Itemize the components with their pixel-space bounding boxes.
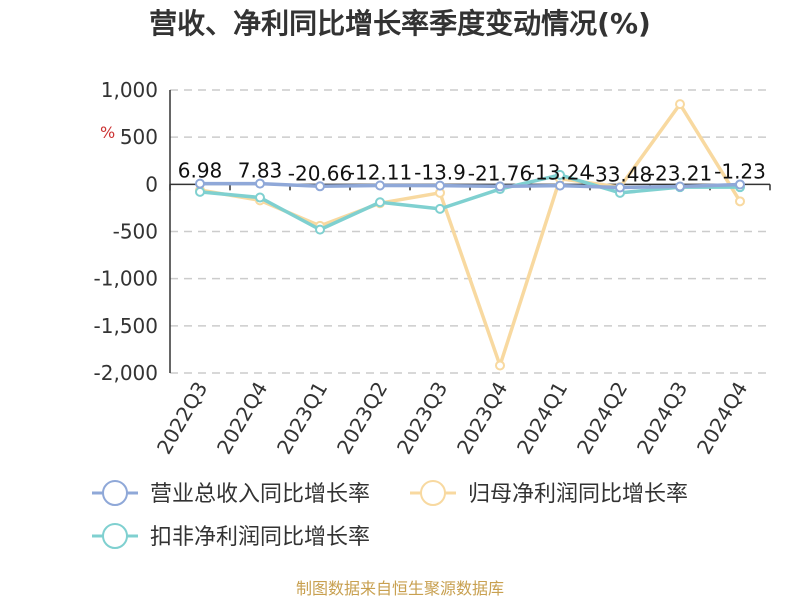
x-tick-label: 2024Q2 xyxy=(572,378,632,459)
data-point xyxy=(675,99,685,110)
data-point xyxy=(375,180,385,191)
data-point xyxy=(555,169,565,180)
y-tick-label: -2,000 xyxy=(94,361,158,385)
data-point xyxy=(675,181,685,192)
data-point xyxy=(375,197,385,208)
legend-label: 扣非净利润同比增长率 xyxy=(150,525,370,550)
data-label: -12.11 xyxy=(348,160,412,184)
series-line xyxy=(199,173,740,232)
y-axis-unit: % xyxy=(100,123,115,142)
legend-item[interactable]: 归母净利润同比增长率 xyxy=(410,480,688,507)
data-point xyxy=(495,360,505,371)
y-tick-label: -500 xyxy=(113,220,158,244)
legend-item[interactable]: 扣非净利润同比增长率 xyxy=(92,523,370,550)
data-label: 6.98 xyxy=(178,159,223,183)
data-point xyxy=(735,196,745,207)
source-note: 制图数据来自恒生聚源数据库 xyxy=(296,579,504,598)
data-point xyxy=(315,224,325,235)
x-tick-label: 2023Q1 xyxy=(272,378,332,459)
data-point xyxy=(195,178,205,189)
data-point xyxy=(255,178,265,189)
data-label: -13.9 xyxy=(414,161,466,185)
y-tick-label: -1,500 xyxy=(94,314,158,338)
x-tick-label: 2024Q4 xyxy=(692,378,752,459)
x-tick-label: 2024Q3 xyxy=(632,378,692,459)
y-tick-label: 0 xyxy=(145,172,158,196)
data-point xyxy=(615,182,625,193)
data-label: -21.76 xyxy=(468,161,532,185)
data-label: -33.48 xyxy=(588,162,652,186)
data-label: 7.83 xyxy=(238,159,283,183)
y-tick-label: 500 xyxy=(120,125,158,149)
data-label: -13.24 xyxy=(528,161,592,185)
data-point xyxy=(255,192,265,203)
data-label: -23.21 xyxy=(648,162,712,186)
x-tick-label: 2024Q1 xyxy=(512,378,572,459)
legend-label: 营业总收入同比增长率 xyxy=(150,482,370,507)
x-tick-label: 2023Q2 xyxy=(332,378,392,459)
y-tick-label: -1,000 xyxy=(94,267,158,291)
data-point xyxy=(315,181,325,192)
data-point xyxy=(555,180,565,191)
x-tick-label: 2023Q4 xyxy=(452,378,512,459)
series-lines xyxy=(195,99,745,371)
data-label: -20.66 xyxy=(288,161,352,185)
data-labels: 6.98 7.83 -20.66-12.11 -13.9 -21.76-13.24-33… xyxy=(178,159,766,187)
x-tick-labels: 2022Q3 2022Q4 2023Q1 2023Q2 2023Q3 2023Q4 2024… xyxy=(152,378,752,459)
data-point xyxy=(195,186,205,197)
y-tick-label: 1,000 xyxy=(101,78,158,102)
data-point xyxy=(495,181,505,192)
chart-title: 营收、净利同比增长率季度变动情况(%) xyxy=(149,7,651,40)
y-tick-labels: 1,000 500 0 -500 -1,000 -1,500 -2,000 xyxy=(94,78,158,385)
x-tick-label: 2022Q3 xyxy=(152,378,212,459)
legend-marker xyxy=(420,480,446,506)
legend-label: 归母净利润同比增长率 xyxy=(468,482,688,507)
data-point xyxy=(435,180,445,191)
legend-item[interactable]: 营业总收入同比增长率 xyxy=(92,480,370,507)
data-point xyxy=(735,179,745,190)
legend-marker xyxy=(102,480,128,506)
data-point xyxy=(435,203,445,214)
grid xyxy=(170,89,770,374)
series-line xyxy=(199,181,741,190)
x-tick-label: 2022Q4 xyxy=(212,378,272,459)
data-label: -1.23 xyxy=(714,159,766,183)
legend-marker xyxy=(102,523,128,549)
x-tick-label: 2023Q3 xyxy=(392,378,452,459)
